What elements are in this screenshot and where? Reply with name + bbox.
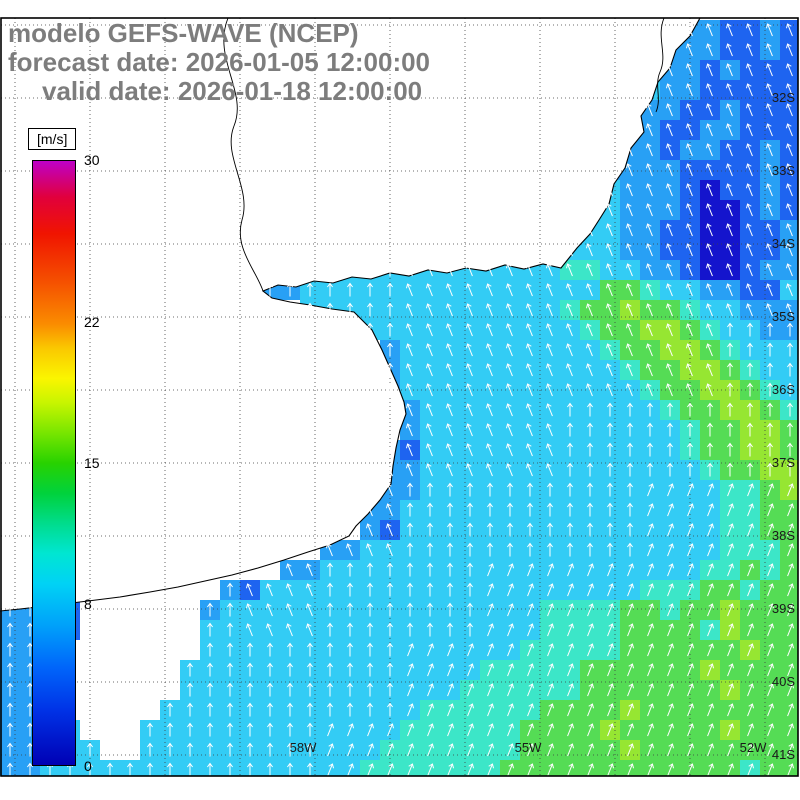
colorbar-tick: 30 <box>84 152 100 168</box>
colorbar-unit-label: [m/s] <box>28 128 77 150</box>
lat-label: 40S <box>772 674 795 689</box>
colorbar-gradient <box>32 160 76 766</box>
lat-label: 36S <box>772 382 795 397</box>
lon-label: 52W <box>740 740 767 755</box>
forecast-date-text: forecast date: 2026-01-05 12:00:00 <box>8 47 431 77</box>
model-title: modelo GEFS-WAVE (NCEP) <box>8 18 359 48</box>
lat-label: 35S <box>772 309 795 324</box>
lon-axis-labels: 58W 55W 52W <box>290 740 767 755</box>
colorbar-tick: 15 <box>84 455 100 471</box>
map-frame <box>0 17 799 777</box>
river-line <box>655 17 665 113</box>
lat-label: 32S <box>772 90 795 105</box>
lat-label: 41S <box>772 747 795 762</box>
lat-label: 33S <box>772 163 795 178</box>
lat-label: 34S <box>772 236 795 251</box>
colorbar-tick: 8 <box>84 596 92 613</box>
lon-label: 58W <box>290 740 317 755</box>
lat-axis-labels: 32S 33S 34S 35S 36S 37S 38S 39S 40S 41S <box>772 90 795 762</box>
colorbar-tick: 22 <box>84 313 100 330</box>
colorbar-tick: 0 <box>84 758 92 774</box>
grid-lines <box>1 18 798 776</box>
lat-label: 39S <box>772 601 795 616</box>
lat-label: 37S <box>772 455 795 470</box>
river-line <box>223 17 264 292</box>
valid-date-text: valid date: 2026-01-18 12:00:00 <box>42 76 423 106</box>
lat-label: 38S <box>772 528 795 543</box>
direction-arrows <box>6 23 795 777</box>
lon-label: 55W <box>515 740 542 755</box>
